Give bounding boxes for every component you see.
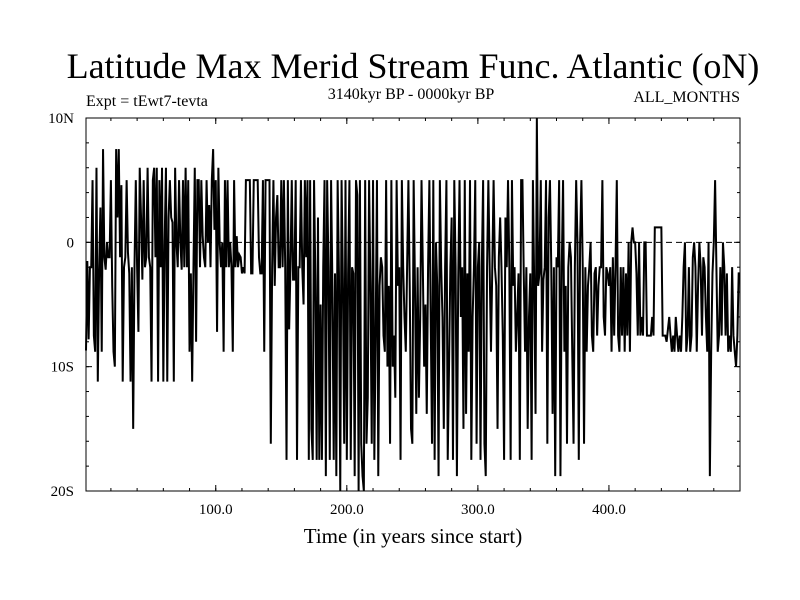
y-tick-label: 20S <box>51 484 74 500</box>
y-tick-label: 0 <box>67 235 75 251</box>
plot-frame <box>85 117 741 492</box>
x-tick-label: 300.0 <box>461 502 495 518</box>
chart-title: Latitude Max Merid Stream Func. Atlantic… <box>67 46 760 86</box>
months-label: ALL_MONTHS <box>633 89 740 106</box>
y-tick-label: 10S <box>51 360 74 376</box>
x-axis-label: Time (in years since start) <box>304 524 523 548</box>
x-tick-label: 100.0 <box>199 502 233 518</box>
series-line-latitude <box>85 117 740 492</box>
x-tick-label: 200.0 <box>330 502 364 518</box>
x-tick-label: 400.0 <box>592 502 626 518</box>
period-label: 3140kyr BP - 0000kyr BP <box>328 86 495 103</box>
y-tick-label: 10N <box>48 111 74 127</box>
expt-label: Expt = tEwt7-tevta <box>86 93 208 110</box>
plot-area <box>85 117 740 492</box>
